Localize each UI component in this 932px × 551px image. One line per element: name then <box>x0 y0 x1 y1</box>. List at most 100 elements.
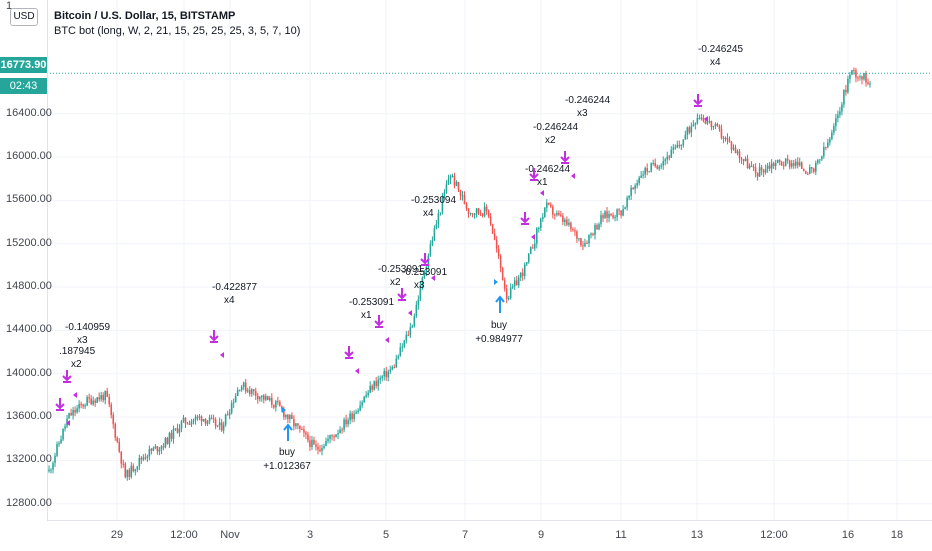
candle-body <box>343 419 345 430</box>
candle-body <box>638 177 640 184</box>
candle-body <box>62 428 64 440</box>
candle-body <box>269 397 271 401</box>
sell-flag-icon <box>385 337 389 343</box>
candle-body <box>164 437 167 448</box>
indicator-label[interactable]: BTC bot (long, W, 2, 21, 15, 25, 25, 25,… <box>54 25 301 37</box>
candle-body <box>570 222 572 230</box>
time-label: 12:00 <box>170 529 198 541</box>
buy-label: buy <box>491 320 507 331</box>
candle-body <box>523 264 526 277</box>
candle-body <box>409 327 412 335</box>
candle-body <box>596 225 598 230</box>
candle-body <box>618 209 620 211</box>
candle-body <box>802 168 805 171</box>
candle-body <box>544 207 546 217</box>
candle-body <box>363 396 365 403</box>
candle-body <box>174 428 177 430</box>
candle-body <box>521 272 524 277</box>
candle-body <box>798 162 801 166</box>
time-axis[interactable]: 29 12:00 Nov 3 5 7 9 11 13 12:00 16 18 <box>47 520 932 551</box>
candle-body <box>574 230 576 232</box>
candle-body <box>172 428 175 439</box>
candle-body <box>176 428 179 433</box>
candle-body <box>590 233 592 236</box>
sell-arrow-icon <box>420 253 430 266</box>
price-chart[interactable]: -0.140959 x3.187945 x2 -0.422877 x4 -0.253091… <box>47 0 932 520</box>
candle-body <box>503 280 506 289</box>
sell-multiplier-label: x4 <box>224 295 235 306</box>
candle-body <box>88 397 90 399</box>
candle-body <box>411 326 414 328</box>
time-label: 16 <box>841 529 855 541</box>
buy-label: buy <box>279 447 295 458</box>
candle-body <box>810 167 813 169</box>
candle-body <box>672 147 675 150</box>
candle-body <box>190 421 193 425</box>
candle-body <box>602 215 604 219</box>
candle-body <box>778 159 781 163</box>
time-label: 11 <box>615 529 627 541</box>
candle-body <box>497 248 500 257</box>
candle-body <box>311 439 313 447</box>
candle-body <box>533 243 536 249</box>
candle-body <box>750 165 753 167</box>
candle-body <box>515 280 518 286</box>
candle-body <box>770 163 773 169</box>
price-scale[interactable]: 1 USD 12800.00 13200.00 13600.00 14000.00 14… <box>0 0 52 520</box>
candle-body <box>287 414 289 419</box>
candle-body <box>481 213 484 217</box>
candle-body <box>680 144 683 147</box>
candle-body <box>471 213 474 215</box>
candle-body <box>662 161 665 166</box>
candle-body <box>774 162 777 167</box>
candle-body <box>212 418 215 420</box>
candle-body <box>815 162 817 172</box>
candle-body <box>674 147 677 149</box>
candle-body <box>572 229 574 231</box>
candle-body <box>529 247 532 254</box>
price-tick: 14400.00 <box>6 323 52 336</box>
candle-body <box>218 422 221 426</box>
candle-body <box>485 206 488 211</box>
candle-body <box>413 315 416 327</box>
candle-body <box>110 404 113 415</box>
candle-body <box>519 272 522 278</box>
candle-body <box>614 217 616 219</box>
candle-body <box>678 145 681 147</box>
candle-body <box>598 224 600 230</box>
candle-body <box>461 195 464 197</box>
candle-body <box>148 449 151 457</box>
candle-body <box>690 126 693 133</box>
candle-body <box>539 219 542 229</box>
sell-value-label: -0.253091 <box>402 267 447 278</box>
candle-body <box>594 225 596 235</box>
candle-body <box>154 446 157 449</box>
sell-value-label: -0.253091 <box>349 297 394 308</box>
candle-body <box>449 176 452 180</box>
candle-body <box>531 247 534 249</box>
candle-body <box>457 181 460 190</box>
price-tick: 13600.00 <box>6 410 52 423</box>
sell-multiplier-label: x3 <box>77 335 88 346</box>
candle-body <box>513 280 516 287</box>
candle-body <box>303 429 305 433</box>
candle-body <box>244 382 247 392</box>
candle-body <box>144 457 147 459</box>
price-tick: 16000.00 <box>6 150 52 163</box>
currency-button[interactable]: USD <box>10 8 38 26</box>
candle-body <box>275 401 277 408</box>
candle-body <box>262 395 265 400</box>
time-label: Nov <box>220 529 240 541</box>
sell-value-label: -0.140959 <box>65 322 110 333</box>
candle-body <box>487 210 490 217</box>
candle-body <box>198 416 201 418</box>
candle-body <box>365 395 367 397</box>
candle-body <box>118 441 121 452</box>
candle-body <box>550 204 552 207</box>
candle-body <box>650 163 653 172</box>
candle-body <box>116 437 119 442</box>
candle-body <box>620 210 622 216</box>
sell-multiplier-label: x1 <box>537 177 548 188</box>
candle-body <box>817 160 819 163</box>
